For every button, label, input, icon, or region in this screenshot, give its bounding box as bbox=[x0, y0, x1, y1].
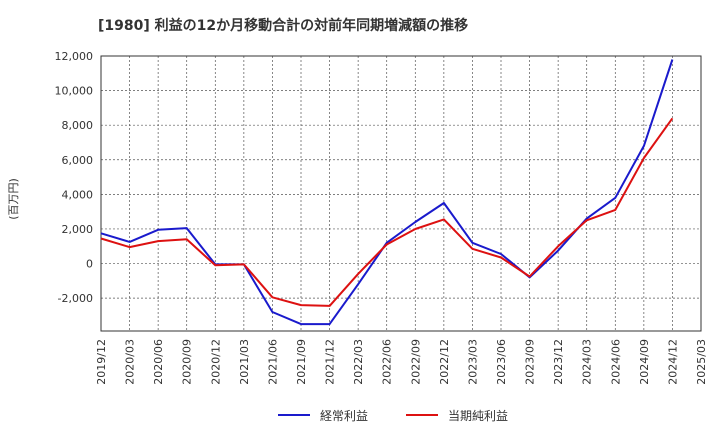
x-tick-label: 2022/06 bbox=[381, 339, 394, 385]
series-line-net-income bbox=[100, 117, 674, 307]
y-tick-label: -2,000 bbox=[58, 292, 93, 305]
x-tick-label: 2022/12 bbox=[438, 339, 451, 385]
x-tick-label: 2023/06 bbox=[495, 339, 508, 385]
legend-label: 当期純利益 bbox=[448, 409, 508, 423]
y-tick-label: 0 bbox=[86, 258, 93, 271]
x-tick-label: 2023/09 bbox=[524, 339, 537, 385]
x-axis-ticks: 2019/12 2020/03 2020/06 2020/09 2020/12 2021/… bbox=[95, 339, 708, 385]
y-tick-label: 2,000 bbox=[62, 223, 94, 236]
x-tick-label: 2024/12 bbox=[666, 339, 679, 385]
grid-lines bbox=[100, 55, 702, 331]
y-axis-ticks: -2,000 0 2,000 4,000 6,000 8,000 10,000 12,000 bbox=[55, 50, 94, 305]
x-tick-label: 2020/12 bbox=[209, 339, 222, 385]
x-tick-label: 2023/03 bbox=[466, 339, 479, 385]
legend-label: 経常利益 bbox=[320, 409, 368, 423]
x-tick-label: 2021/03 bbox=[238, 339, 251, 385]
x-tick-label: 2021/06 bbox=[266, 339, 279, 385]
x-tick-label: 2022/09 bbox=[409, 339, 422, 385]
x-tick-label: 2020/03 bbox=[124, 339, 137, 385]
y-tick-label: 6,000 bbox=[62, 154, 94, 167]
x-tick-label: 2024/09 bbox=[638, 339, 651, 385]
x-tick-label: 2020/09 bbox=[181, 339, 194, 385]
x-tick-label: 2021/12 bbox=[324, 339, 337, 385]
x-tick-label: 2021/09 bbox=[295, 339, 308, 385]
y-tick-label: 8,000 bbox=[62, 119, 94, 132]
y-tick-label: 4,000 bbox=[62, 188, 94, 201]
y-axis-label: (百万円) bbox=[7, 178, 20, 220]
legend: 経常利益 当期純利益 bbox=[278, 409, 508, 423]
x-tick-label: 2024/06 bbox=[609, 339, 622, 385]
x-tick-label: 2024/03 bbox=[581, 339, 594, 385]
x-tick-label: 2025/03 bbox=[695, 339, 708, 385]
y-tick-label: 12,000 bbox=[55, 50, 94, 63]
chart-title: [1980] 利益の12か月移動合計の対前年同期増減額の推移 bbox=[98, 17, 468, 34]
series-lines bbox=[100, 59, 674, 326]
x-tick-label: 2022/03 bbox=[352, 339, 365, 385]
plot-area bbox=[100, 55, 702, 332]
y-tick-label: 10,000 bbox=[55, 85, 94, 98]
x-tick-label: 2019/12 bbox=[95, 339, 108, 385]
x-tick-label: 2020/06 bbox=[152, 339, 165, 385]
x-tick-label: 2023/12 bbox=[552, 339, 565, 385]
